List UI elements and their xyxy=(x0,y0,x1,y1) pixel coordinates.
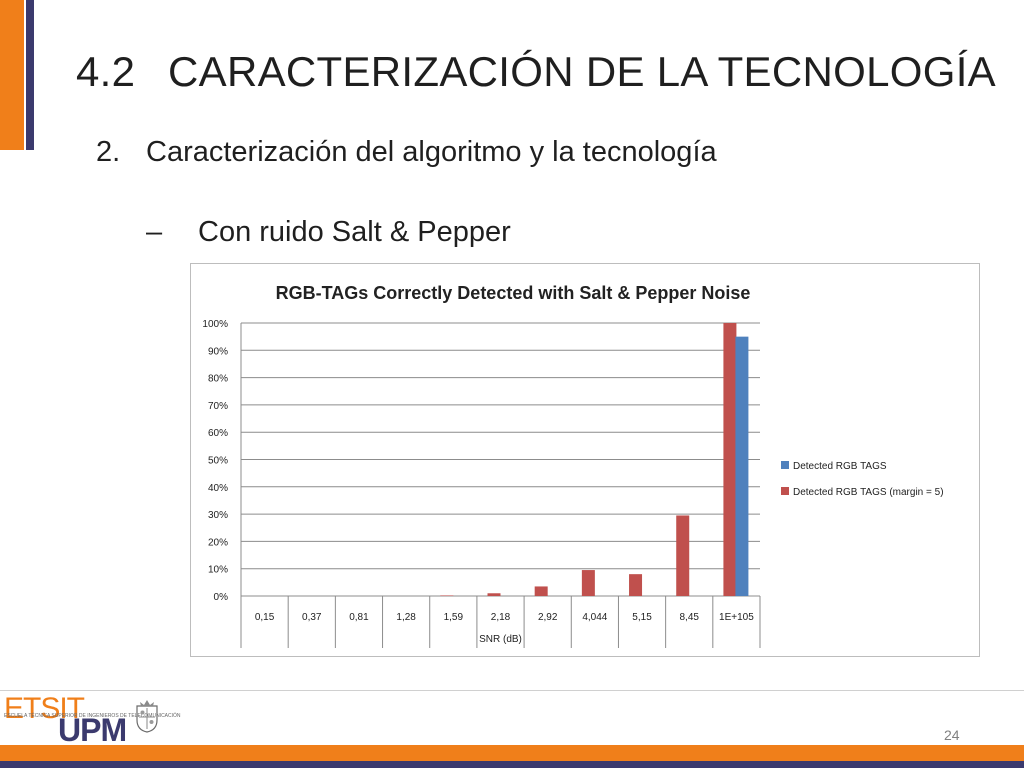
bar xyxy=(735,336,749,596)
bar xyxy=(723,323,737,596)
bar xyxy=(629,574,643,596)
sub-item: – Con ruido Salt & Pepper xyxy=(146,216,511,249)
legend-swatch xyxy=(781,461,789,469)
x-tick-label: 2,92 xyxy=(538,612,558,623)
university-crest-icon xyxy=(136,700,158,733)
legend-entry: Detected RGB TAGS xyxy=(793,461,887,472)
y-tick-label: 50% xyxy=(208,456,228,467)
y-tick-label: 90% xyxy=(208,346,228,357)
list-number: 2. xyxy=(96,136,121,168)
y-tick-label: 30% xyxy=(208,510,228,521)
section-title: CARACTERIZACIÓN DE LA TECNOLOGÍA xyxy=(168,48,996,95)
x-tick-label: 5,15 xyxy=(632,612,652,623)
y-tick-label: 40% xyxy=(208,483,228,494)
accent-bar-orange xyxy=(0,0,24,150)
footer-bar-navy xyxy=(0,761,1024,768)
y-tick-label: 20% xyxy=(208,537,228,548)
logo-subtext: ESCUELA TÉCNICA SUPERIOR DE INGENIEROS D… xyxy=(4,713,181,719)
legend-swatch xyxy=(781,487,789,495)
x-tick-label: 8,45 xyxy=(679,612,699,623)
bar xyxy=(676,515,690,596)
x-tick-label: 0,37 xyxy=(302,612,322,623)
x-tick-label: 0,81 xyxy=(349,612,369,623)
y-tick-label: 80% xyxy=(208,374,228,385)
y-tick-label: 0% xyxy=(214,592,229,603)
x-tick-label: 2,18 xyxy=(491,612,511,623)
logo-etsit: ETSIT xyxy=(4,692,85,725)
footer-bar-orange xyxy=(0,745,1024,761)
y-tick-label: 60% xyxy=(208,428,228,439)
bar xyxy=(581,570,595,596)
x-tick-label: 1,28 xyxy=(396,612,416,623)
y-tick-label: 10% xyxy=(208,565,228,576)
list-item: 2. Caracterización del algoritmo y la tec… xyxy=(96,136,717,169)
y-tick-label: 100% xyxy=(202,319,228,330)
list-item-text: Caracterización del algoritmo y la tecno… xyxy=(146,136,717,168)
footer-divider xyxy=(0,690,1024,691)
x-axis-label: SNR (dB) xyxy=(479,634,522,645)
page-number: 24 xyxy=(944,727,960,743)
accent-bar-navy xyxy=(26,0,34,150)
x-tick-label: 1,59 xyxy=(444,612,464,623)
x-tick-label: 1E+105 xyxy=(719,612,754,623)
legend-entry: Detected RGB TAGS (margin = 5) xyxy=(793,487,944,498)
logo-upm: UPM xyxy=(58,712,127,748)
x-tick-label: 0,15 xyxy=(255,612,275,623)
bar-chart: RGB-TAGs Correctly Detected with Salt & … xyxy=(202,283,944,648)
chart-title: RGB-TAGs Correctly Detected with Salt & … xyxy=(276,283,751,303)
chart-frame: RGB-TAGs Correctly Detected with Salt & … xyxy=(190,263,980,657)
y-tick-label: 70% xyxy=(208,401,228,412)
section-number: 4.2 xyxy=(76,48,136,95)
sub-item-text: Con ruido Salt & Pepper xyxy=(198,216,511,248)
slide-title: 4.2 CARACTERIZACIÓN DE LA TECNOLOGÍA xyxy=(76,48,996,96)
x-tick-label: 4,044 xyxy=(582,612,607,623)
bar xyxy=(534,586,548,596)
sub-item-dash: – xyxy=(146,216,163,248)
bar xyxy=(440,595,454,596)
bar xyxy=(487,593,501,596)
